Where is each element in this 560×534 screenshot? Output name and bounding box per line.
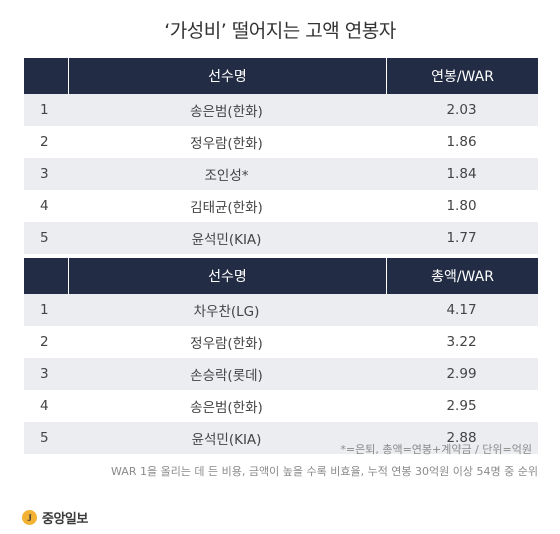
table-body: 1 차우찬(LG) 4.17 2 정우람(한화) 3.22 3 손승락(롯데) …: [24, 294, 538, 454]
header-rank: [24, 258, 69, 294]
row-player: 김태균(한화): [190, 200, 263, 216]
table-row: 1 차우찬(LG) 4.17: [24, 294, 538, 326]
row-rank: 1: [40, 102, 49, 118]
row-player: 정우람(한화): [190, 336, 263, 352]
table-row: 2 정우람(한화) 3.22: [24, 326, 538, 358]
table-row: 3 손승락(롯데) 2.99: [24, 358, 538, 390]
logo-wordmark: 중앙일보: [42, 512, 88, 527]
row-rank: 2: [40, 134, 49, 150]
table-row: 2 정우람(한화) 1.86: [24, 126, 538, 158]
publisher-logo: J 중앙일보: [22, 508, 88, 527]
row-rank: 3: [40, 166, 49, 182]
row-rank: 4: [40, 398, 49, 414]
table-header: 선수명 연봉/WAR: [24, 58, 538, 94]
header-rank: [24, 58, 69, 94]
row-rank: 5: [40, 430, 49, 446]
row-value: 3.22: [446, 334, 477, 350]
row-player: 정우람(한화): [190, 136, 263, 152]
header-total-war: 총액/WAR: [431, 269, 494, 285]
footnote-legend: *=은퇴, 총액=연봉+계약금 / 단위=억원: [340, 443, 532, 456]
table-header: 선수명 총액/WAR: [24, 258, 538, 294]
table-row: 4 송은범(한화) 2.95: [24, 390, 538, 422]
logo-mark-letter: J: [27, 512, 32, 523]
row-value: 1.86: [446, 134, 477, 150]
row-player: 조인성*: [204, 168, 249, 184]
row-rank: 4: [40, 198, 49, 214]
salary-war-table: 선수명 연봉/WAR 1 송은범(한화) 2.03 2 정우람(한화) 1.86…: [24, 58, 538, 254]
row-value: 1.77: [446, 230, 477, 246]
row-player: 윤석민(KIA): [191, 432, 262, 448]
joongang-logo-icon: J: [22, 510, 37, 525]
row-value: 2.88: [446, 430, 477, 446]
header-salary-war: 연봉/WAR: [431, 69, 494, 85]
row-player: 차우찬(LG): [193, 304, 260, 320]
table-row: 1 송은범(한화) 2.03: [24, 94, 538, 126]
row-player: 윤석민(KIA): [191, 232, 262, 248]
row-player: 송은범(한화): [190, 400, 263, 416]
table-row: 3 조인성* 1.84: [24, 158, 538, 190]
total-war-table: 선수명 총액/WAR 1 차우찬(LG) 4.17 2 정우람(한화) 3.22…: [24, 258, 538, 454]
table-row: 4 김태균(한화) 1.80: [24, 190, 538, 222]
footnote-methodology: WAR 1을 올리는 데 든 비용, 금액이 높을 수록 비효율, 누적 연봉 …: [111, 465, 538, 478]
table-body: 1 송은범(한화) 2.03 2 정우람(한화) 1.86 3 조인성* 1.8…: [24, 94, 538, 254]
row-player: 손승락(롯데): [190, 368, 263, 384]
row-rank: 2: [40, 334, 49, 350]
row-value: 2.99: [446, 366, 477, 382]
table-row: 5 윤석민(KIA) 1.77: [24, 222, 538, 254]
row-player: 송은범(한화): [190, 104, 263, 120]
row-rank: 5: [40, 230, 49, 246]
row-value: 2.95: [446, 398, 477, 414]
page-title: ‘가성비’ 떨어지는 고액 연봉자: [164, 20, 396, 42]
row-value: 1.80: [446, 198, 477, 214]
row-value: 2.03: [446, 102, 477, 118]
row-value: 1.84: [446, 166, 477, 182]
row-value: 4.17: [446, 302, 477, 318]
row-rank: 1: [40, 302, 49, 318]
table-row: 5 윤석민(KIA) 2.88: [24, 422, 538, 454]
header-player-name: 선수명: [69, 258, 387, 294]
row-rank: 3: [40, 366, 49, 382]
header-player-name: 선수명: [69, 58, 387, 94]
